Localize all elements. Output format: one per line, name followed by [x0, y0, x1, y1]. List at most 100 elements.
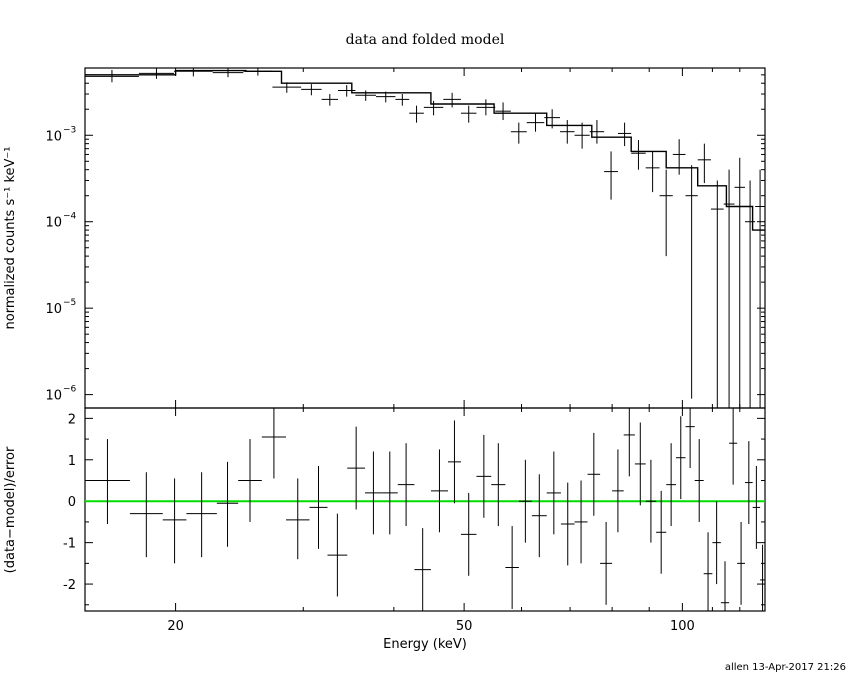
- data-point: [645, 151, 660, 193]
- residual-point: [634, 422, 646, 506]
- residual-point: [546, 451, 561, 535]
- residual-point: [286, 478, 310, 560]
- residual-point: [476, 434, 492, 518]
- residual-point: [347, 426, 366, 510]
- top-model-curve: [85, 69, 765, 231]
- data-point: [409, 105, 424, 123]
- residual-point: [685, 408, 695, 469]
- residual-point: [447, 420, 461, 504]
- residual-point: [600, 521, 613, 605]
- y-tick-label: -2: [63, 578, 76, 593]
- data-point: [355, 90, 377, 101]
- residual-point: [505, 526, 519, 609]
- residual-point: [129, 472, 163, 558]
- residual-point: [85, 439, 130, 524]
- y-tick-exponent: −5: [63, 298, 76, 308]
- residual-point: [645, 459, 657, 543]
- residual-point: [162, 478, 187, 564]
- residual-point: [703, 532, 713, 611]
- y-tick-label: 2: [68, 412, 76, 427]
- chart-title: data and folded model: [346, 32, 505, 48]
- x-tick-label: 20: [167, 619, 184, 634]
- x-axis-label: Energy (keV): [383, 637, 467, 652]
- data-point: [460, 105, 477, 123]
- data-point: [301, 84, 322, 96]
- top-panel: 10−310−410−510−6 normalized counts s⁻¹ k…: [3, 67, 766, 409]
- y-tick-label: 0: [68, 495, 76, 510]
- data-point: [272, 82, 302, 93]
- residual-point: [460, 492, 477, 576]
- data-point: [734, 157, 746, 408]
- x-tick-label: 100: [670, 619, 695, 634]
- data-point: [443, 92, 461, 108]
- residual-point: [712, 501, 721, 585]
- residual-point: [186, 472, 217, 558]
- data-point: [574, 122, 590, 149]
- residual-point: [491, 443, 506, 527]
- data-point: [755, 169, 765, 408]
- y-tick-label: -1: [63, 537, 76, 552]
- data-point: [685, 165, 698, 399]
- data-point: [510, 122, 527, 144]
- bottom-panel: 20 50 100 2 1 0 -1 -2 (data−model)/error Energy…: [3, 407, 766, 652]
- residual-point: [518, 459, 532, 543]
- residual-point: [676, 416, 686, 500]
- y-tick-label: 10: [45, 389, 62, 404]
- residual-point: [365, 451, 382, 535]
- y-tick-label: 1: [68, 454, 76, 469]
- data-point: [338, 85, 356, 97]
- residual-point: [694, 439, 704, 522]
- residual-point: [309, 466, 328, 549]
- data-point: [423, 100, 444, 116]
- data-point: [495, 102, 511, 121]
- residual-point: [414, 528, 431, 611]
- top-plot-frame: [84, 67, 766, 409]
- data-point: [243, 68, 273, 76]
- model-step-curve: [85, 69, 765, 231]
- y-tick-exponent: −6: [63, 385, 77, 395]
- data-point: [723, 169, 735, 408]
- residual-point: [729, 408, 738, 485]
- data-point: [85, 69, 139, 83]
- data-point: [589, 120, 605, 144]
- bottom-y-axis-label: (data−model)/error: [3, 446, 18, 573]
- data-point: [560, 120, 575, 144]
- residual-point: [666, 443, 677, 527]
- footer-timestamp: allen 13-Apr-2017 21:26: [724, 662, 846, 673]
- residual-point: [397, 443, 415, 527]
- residual-point: [737, 521, 746, 605]
- residual-point: [587, 432, 601, 516]
- residual-point: [327, 513, 348, 597]
- data-point: [476, 99, 496, 116]
- bottom-plot-frame: [84, 407, 766, 612]
- top-y-axis-label: normalized counts s⁻¹ keV⁻¹: [3, 147, 18, 330]
- data-point: [321, 94, 339, 106]
- residual-point: [752, 466, 761, 549]
- data-point: [710, 180, 724, 408]
- residual-point: [574, 480, 588, 564]
- residual-point: [531, 474, 547, 558]
- residual-point: [720, 561, 730, 611]
- residual-point: [760, 544, 765, 611]
- data-point: [659, 169, 673, 257]
- x-tick-label: 50: [456, 619, 473, 634]
- residual-point: [612, 449, 624, 533]
- residual-points: [85, 408, 765, 611]
- residual-point: [656, 490, 667, 574]
- data-point: [395, 94, 410, 106]
- data-point: [745, 180, 756, 408]
- data-point: [604, 151, 618, 200]
- residual-point: [261, 408, 287, 479]
- y-tick-label: 10: [45, 302, 62, 317]
- y-tick-label: 10: [45, 129, 62, 144]
- residual-point: [623, 408, 635, 477]
- data-point: [138, 68, 175, 79]
- y-tick-exponent: −4: [63, 212, 77, 222]
- bottom-axis-ticks: 20 50 100 2 1 0 -1 -2: [63, 408, 766, 634]
- data-point: [544, 109, 561, 129]
- top-data-points: [85, 68, 765, 408]
- data-point: [212, 68, 244, 78]
- data-point: [526, 113, 545, 132]
- data-point: [617, 122, 632, 147]
